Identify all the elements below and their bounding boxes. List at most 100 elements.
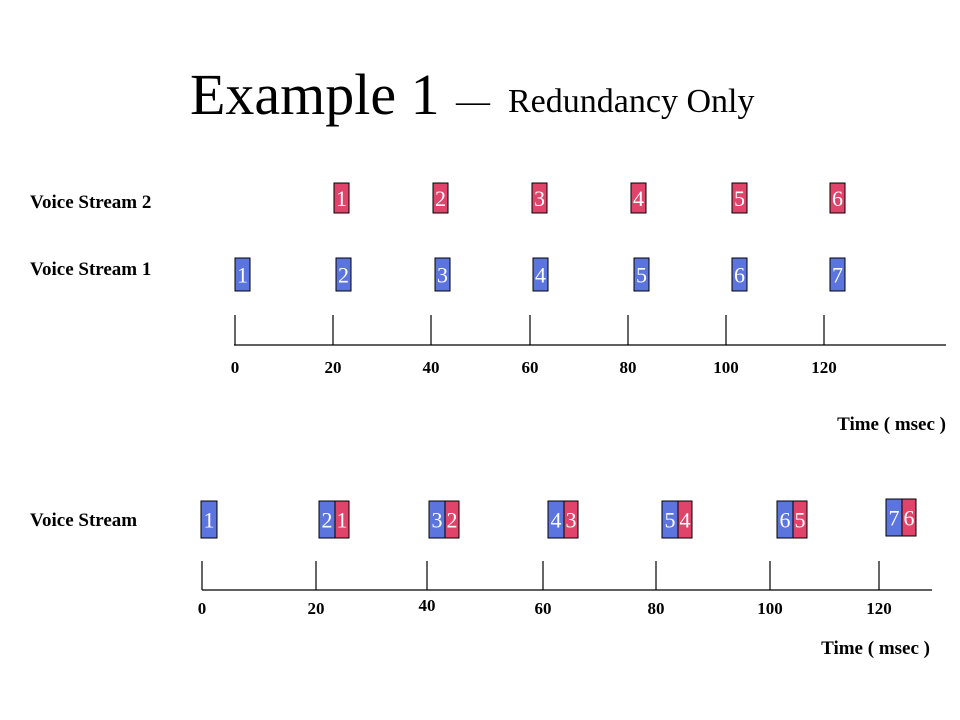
bottom-tick-label-120: 120	[866, 599, 892, 618]
voice-packet-1: 1	[200, 500, 218, 539]
stream1-packet-4: 4	[532, 257, 549, 292]
voice-stream-2-packets: 1 2 3 4 5 6	[333, 182, 846, 214]
voice-packet-2-primary: 2	[318, 500, 336, 539]
voice-packet-1-primary-number: 1	[204, 508, 215, 533]
stream1-packet-2-box	[335, 257, 352, 292]
voice-packet-4-redundant-number: 3	[566, 508, 577, 533]
stream2-packet-4-number: 4	[633, 186, 644, 211]
bottom-tick-label-80: 80	[648, 599, 665, 618]
stream2-packet-5-number: 5	[734, 186, 745, 211]
top-tick-label-60: 60	[522, 358, 539, 377]
voice-packet-7-primary: 7	[885, 498, 903, 537]
voice-packet-5-primary-number: 5	[665, 508, 676, 533]
top-tick-label-40: 40	[423, 358, 440, 377]
voice-packet-4-primary: 4	[547, 500, 565, 539]
voice-packet-5-redundant-number: 4	[680, 508, 691, 533]
stream1-packet-4-number: 4	[535, 263, 546, 288]
stream2-packet-3: 3	[531, 182, 548, 214]
stream2-packet-6-box	[829, 182, 846, 214]
bottom-tick-label-0: 0	[198, 599, 207, 618]
stream1-packet-4-box	[532, 257, 549, 292]
stream1-packet-7-box	[829, 257, 846, 292]
top-tick-label-80: 80	[620, 358, 637, 377]
bottom-tick-label-100: 100	[757, 599, 783, 618]
voice-packet-6-redundant-box	[792, 500, 808, 539]
voice-stream-1-label: Voice Stream 1	[30, 259, 151, 280]
stream2-packet-6: 6	[829, 182, 846, 214]
voice-packet-5-primary: 5	[661, 500, 679, 539]
voice-packet-3-primary-number: 3	[432, 508, 443, 533]
bottom-tick-label-20: 20	[308, 599, 325, 618]
voice-packet-6-redundant-number: 5	[795, 508, 806, 533]
voice-packet-5-redundant: 4	[677, 500, 693, 539]
stream2-packet-1-box	[333, 182, 350, 214]
bottom-time-axis: 0 20 40 60 80 100 120	[198, 561, 932, 618]
voice-packet-3-primary: 3	[428, 500, 446, 539]
voice-packet-2-redundant-box	[334, 500, 350, 539]
stream2-packet-1: 1	[333, 182, 350, 214]
stream2-packet-4-box	[630, 182, 647, 214]
stream1-packet-3-box	[434, 257, 451, 292]
top-tick-label-0: 0	[231, 358, 240, 377]
voice-packet-7-redundant: 6	[901, 498, 917, 537]
stream1-packet-7-number: 7	[832, 263, 843, 288]
stream1-packet-5-box	[633, 257, 650, 292]
stream2-packet-5: 5	[731, 182, 748, 214]
stream1-packet-5-number: 5	[636, 263, 647, 288]
voice-packet-6-primary-number: 6	[780, 508, 791, 533]
stream1-packet-2-number: 2	[338, 263, 349, 288]
stream2-packet-2-box	[432, 182, 449, 214]
voice-packet-7-primary-number: 7	[889, 506, 900, 531]
stream1-packet-1-number: 1	[237, 263, 248, 288]
voice-packet-4-redundant: 3	[563, 500, 579, 539]
stream1-packet-1-box	[234, 257, 251, 292]
stream2-packet-5-box	[731, 182, 748, 214]
top-tick-label-20: 20	[325, 358, 342, 377]
stream1-packet-3-number: 3	[437, 263, 448, 288]
stream1-packet-3: 3	[434, 257, 451, 292]
voice-packet-3-redundant: 2	[444, 500, 460, 539]
voice-packet-4-redundant-box	[563, 500, 579, 539]
voice-packet-1-primary-box	[200, 500, 218, 539]
voice-packet-6-primary: 6	[776, 500, 794, 539]
bottom-tick-label-60: 60	[535, 599, 552, 618]
voice-packet-3-redundant-box	[444, 500, 460, 539]
voice-packet-1-primary: 1	[200, 500, 218, 539]
top-tick-label-100: 100	[713, 358, 739, 377]
stream1-packet-6: 6	[731, 257, 748, 292]
stream2-packet-1-number: 1	[336, 186, 347, 211]
top-time-axis: 0 20 40 60 80 100 120	[231, 315, 946, 377]
voice-packet-2-redundant-number: 1	[337, 508, 348, 533]
slide-title: Example 1	[190, 62, 440, 127]
stream2-packet-6-number: 6	[832, 186, 843, 211]
voice-packet-5-redundant-box	[677, 500, 693, 539]
bottom-axis-title: Time ( msec )	[821, 638, 930, 659]
stream2-packet-3-box	[531, 182, 548, 214]
voice-packet-2-redundant: 1	[334, 500, 350, 539]
voice-packet-4-primary-number: 4	[551, 508, 562, 533]
voice-packet-7-redundant-number: 6	[904, 506, 915, 531]
bottom-tick-label-40: 40	[419, 596, 436, 615]
stream2-packet-2: 2	[432, 182, 449, 214]
stream2-packet-3-number: 3	[534, 186, 545, 211]
voice-stream-1-packets: 1 2 3 4 5 6 7	[234, 257, 846, 292]
stream1-packet-6-box	[731, 257, 748, 292]
stream2-packet-2-number: 2	[435, 186, 446, 211]
title-dash: —	[455, 83, 491, 120]
voice-packet-7-redundant-box	[901, 498, 917, 537]
voice-packet-2-primary-number: 2	[322, 508, 333, 533]
stream1-packet-6-number: 6	[734, 263, 745, 288]
voice-packet-3-redundant-number: 2	[447, 508, 458, 533]
voice-stream-label: Voice Stream	[30, 510, 137, 531]
stream1-packet-5: 5	[633, 257, 650, 292]
slide-subtitle: Redundancy Only	[508, 83, 754, 120]
stream1-packet-1: 1	[234, 257, 251, 292]
